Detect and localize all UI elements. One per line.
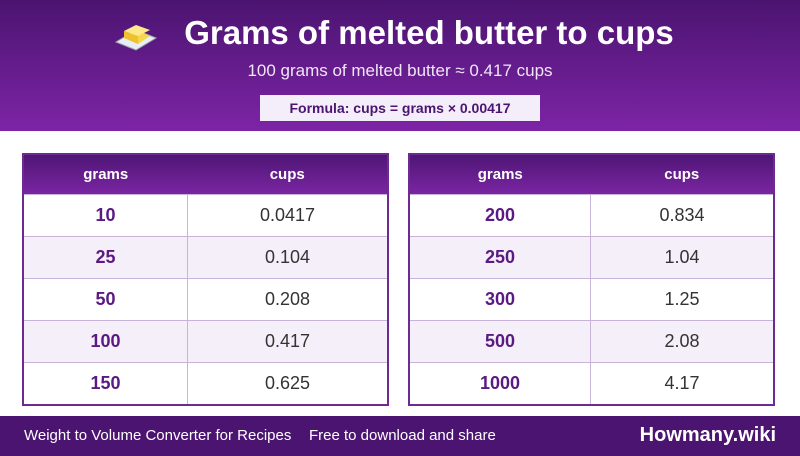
brand: Howmany.wiki xyxy=(639,424,776,446)
cups-cell: 0.625 xyxy=(186,362,389,406)
grams-cell: 500 xyxy=(408,320,592,363)
cups-cell: 0.0417 xyxy=(186,194,389,237)
footer: Weight to Volume Converter for Recipes F… xyxy=(0,416,800,456)
footer-left: Weight to Volume Converter for Recipes xyxy=(24,427,292,444)
row: 200 0.834 xyxy=(408,194,775,237)
cups-cell: 1.25 xyxy=(590,278,775,321)
grams-cell: 250 xyxy=(408,236,592,279)
row: 50 0.208 xyxy=(22,278,389,321)
subtitle: 100 grams of melted butter ≈ 0.417 cups xyxy=(247,61,553,80)
header-row: grams cups xyxy=(409,154,774,195)
row: 1000 4.17 xyxy=(408,362,775,406)
row: 300 1.25 xyxy=(408,278,775,321)
row: 150 0.625 xyxy=(22,362,389,406)
column-header: grams xyxy=(23,154,188,195)
grams-cell: 1000 xyxy=(408,362,592,406)
column-header: cups xyxy=(590,154,774,195)
column-header: cups xyxy=(187,154,388,195)
cups-cell: 0.208 xyxy=(186,278,389,321)
title-text: Grams of melted butter to cups xyxy=(184,14,674,51)
cups-cell: 1.04 xyxy=(590,236,775,279)
grams-cell: 200 xyxy=(408,194,592,237)
cups-cell: 4.17 xyxy=(590,362,775,406)
table: grams cups 10 0.0417 25 0.104 50 0.208 100 0.417 1… xyxy=(22,153,389,406)
table: grams cups 200 0.834 250 1.04 300 1.25 500 2.08 10… xyxy=(408,153,775,406)
row: 500 2.08 xyxy=(408,320,775,363)
grams-cell: 100 xyxy=(22,320,188,363)
formula: Formula: cups = grams × 0.00417 xyxy=(260,95,540,121)
butter-icon xyxy=(114,25,158,51)
row: 25 0.104 xyxy=(22,236,389,279)
grams-cell: 25 xyxy=(22,236,188,279)
header-row: grams cups xyxy=(23,154,388,195)
row: 250 1.04 xyxy=(408,236,775,279)
cups-cell: 2.08 xyxy=(590,320,775,363)
header: Grams of melted butter to cups 100 grams… xyxy=(0,0,800,131)
row: 100 0.417 xyxy=(22,320,389,363)
grams-cell: 300 xyxy=(408,278,592,321)
cups-cell: 0.834 xyxy=(590,194,775,237)
row: 10 0.0417 xyxy=(22,194,389,237)
title: Grams of melted butter to cups xyxy=(0,14,800,52)
footer-middle: Free to download and share xyxy=(309,427,496,444)
cups-cell: 0.104 xyxy=(186,236,389,279)
column-header: grams xyxy=(409,154,591,195)
cups-cell: 0.417 xyxy=(186,320,389,363)
grams-cell: 10 xyxy=(22,194,188,237)
grams-cell: 150 xyxy=(22,362,188,406)
grams-cell: 50 xyxy=(22,278,188,321)
